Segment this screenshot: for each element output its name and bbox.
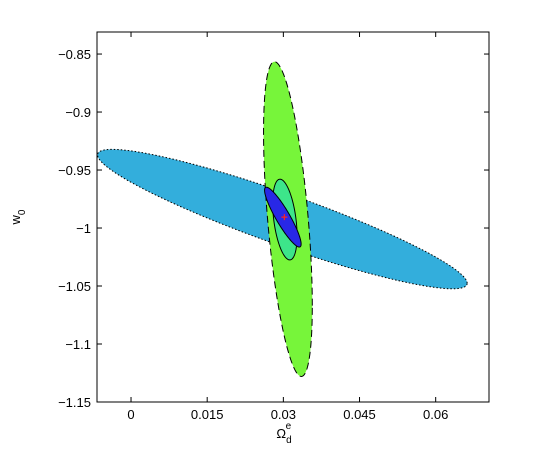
x-axis-label: Ωde <box>276 421 291 446</box>
y-tick-label: −0.95 <box>58 163 91 178</box>
y-tick-label: −1 <box>76 221 91 236</box>
y-tick-label: −1.05 <box>58 279 91 294</box>
x-label-superscript: e <box>286 421 292 432</box>
y-label-symbol: w <box>8 214 23 225</box>
x-tick-label: 0.045 <box>343 407 376 422</box>
x-label-subscript: d <box>286 435 292 446</box>
x-label-symbol: Ω <box>276 426 286 441</box>
y-axis-label: w0 <box>8 209 28 225</box>
best-fit-point <box>281 214 288 221</box>
x-tick-label: 0 <box>127 407 134 422</box>
y-label-subscript: 0 <box>17 209 28 215</box>
y-tick-label: −1.15 <box>58 395 91 410</box>
y-tick-label: −0.85 <box>58 47 91 62</box>
x-tick-label: 0.03 <box>271 407 296 422</box>
plot-frame <box>96 31 490 403</box>
x-tick-label: 0.015 <box>191 407 224 422</box>
y-tick-label: −1.1 <box>65 337 91 352</box>
y-tick-label: −0.9 <box>65 105 91 120</box>
x-tick-label: 0.06 <box>423 407 448 422</box>
